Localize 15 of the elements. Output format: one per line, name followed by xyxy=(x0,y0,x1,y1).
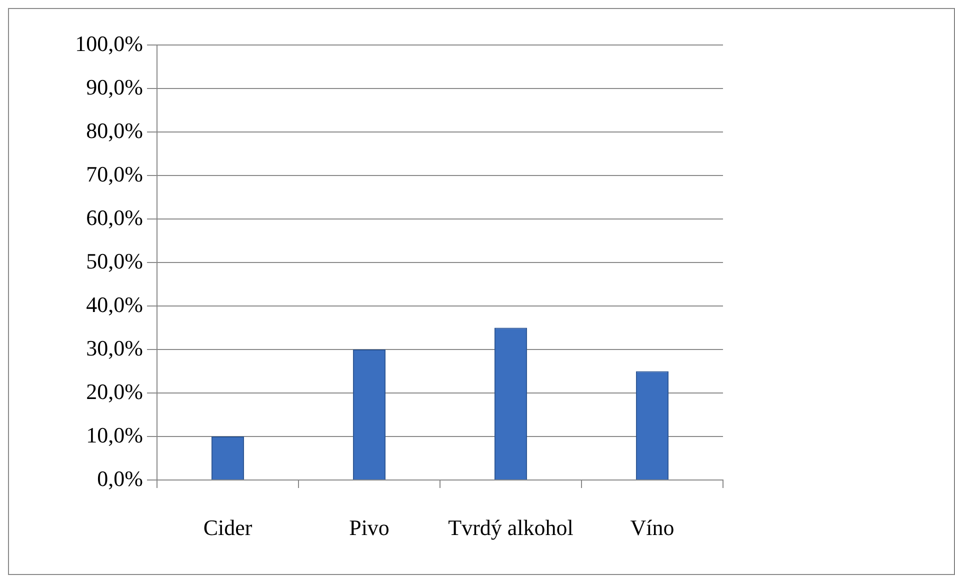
y-tick-label: 90,0% xyxy=(86,74,143,100)
y-tick-label: 100,0% xyxy=(75,30,143,56)
y-tick-label: 20,0% xyxy=(86,378,143,404)
y-tick-label: 80,0% xyxy=(86,118,143,143)
y-tick-label: 40,0% xyxy=(86,292,143,317)
y-tick-label: 30,0% xyxy=(86,335,143,360)
y-tick-label: 60,0% xyxy=(86,204,143,230)
x-tick-label: Pivo xyxy=(349,514,390,540)
y-tick-label: 70,0% xyxy=(86,161,143,186)
y-tick-label: 0,0% xyxy=(97,466,143,491)
x-tick-label: Víno xyxy=(630,514,674,540)
x-tick-label: Tvrdý alkohol xyxy=(448,514,574,540)
y-tick-label: 50,0% xyxy=(86,248,143,274)
x-tick-label: Cider xyxy=(203,514,253,540)
y-tick-label: 10,0% xyxy=(86,422,143,448)
